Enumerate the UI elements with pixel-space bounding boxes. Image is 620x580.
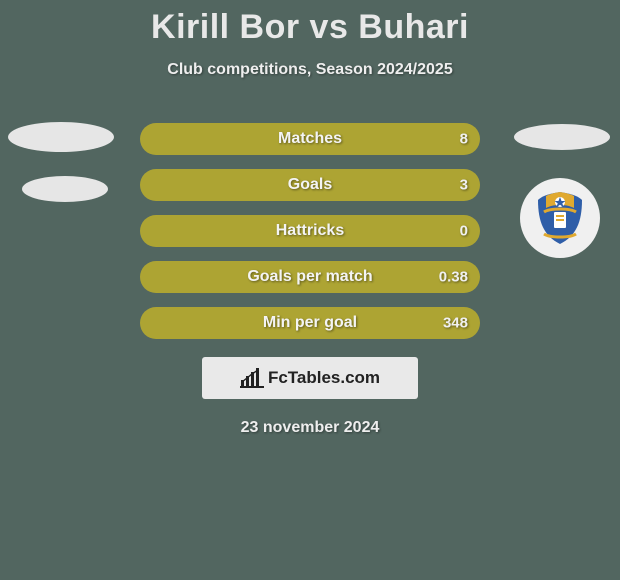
left-player-marker — [8, 122, 114, 202]
ellipse-shape — [22, 176, 108, 202]
stat-row: Matches 8 — [140, 123, 480, 155]
stat-value-right: 8 — [460, 131, 468, 148]
stat-label: Hattricks — [276, 222, 344, 240]
page-subtitle: Club competitions, Season 2024/2025 — [0, 61, 620, 79]
ellipse-shape — [8, 122, 114, 152]
stat-value-right: 3 — [460, 177, 468, 194]
stat-value-right: 0.38 — [439, 269, 468, 286]
stat-row: Min per goal 348 — [140, 307, 480, 339]
stat-value-right: 348 — [443, 315, 468, 332]
right-player-marker — [514, 124, 610, 150]
stat-label: Min per goal — [263, 314, 357, 332]
date-label: 23 november 2024 — [0, 419, 620, 437]
stat-value-right: 0 — [460, 223, 468, 240]
bar-chart-icon — [240, 368, 264, 388]
stat-row: Goals 3 — [140, 169, 480, 201]
club-crest-icon — [530, 188, 590, 248]
branding-box[interactable]: FcTables.com — [202, 357, 418, 399]
stat-label: Matches — [278, 130, 342, 148]
club-badge — [520, 178, 600, 258]
branding-label: FcTables.com — [268, 368, 380, 388]
stat-row: Hattricks 0 — [140, 215, 480, 247]
stat-row: Goals per match 0.38 — [140, 261, 480, 293]
stat-label: Goals per match — [247, 268, 372, 286]
page-title: Kirill Bor vs Buhari — [0, 0, 620, 47]
stat-label: Goals — [288, 176, 332, 194]
